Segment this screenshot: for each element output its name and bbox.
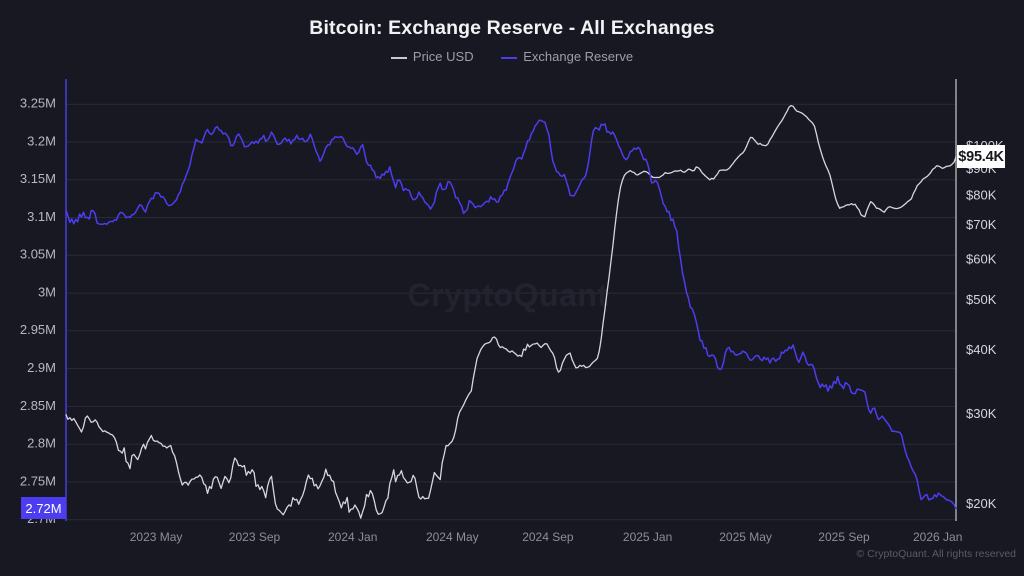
svg-text:$80K: $80K xyxy=(966,188,997,203)
svg-text:2026 Jan: 2026 Jan xyxy=(913,530,962,544)
svg-text:3.05M: 3.05M xyxy=(20,247,56,262)
svg-text:2024 Sep: 2024 Sep xyxy=(522,530,574,544)
svg-text:2.95M: 2.95M xyxy=(20,322,56,337)
svg-text:2.9M: 2.9M xyxy=(27,360,56,375)
svg-text:3.2M: 3.2M xyxy=(27,133,56,148)
svg-text:2024 Jan: 2024 Jan xyxy=(328,530,377,544)
svg-text:$70K: $70K xyxy=(966,217,997,232)
svg-text:2024 May: 2024 May xyxy=(426,530,479,544)
svg-text:$60K: $60K xyxy=(966,252,997,267)
svg-text:$30K: $30K xyxy=(966,406,997,421)
svg-text:$50K: $50K xyxy=(966,292,997,307)
svg-text:CryptoQuant: CryptoQuant xyxy=(407,277,608,313)
svg-text:3.15M: 3.15M xyxy=(20,171,56,186)
svg-text:2025 Jan: 2025 Jan xyxy=(623,530,672,544)
svg-text:2023 May: 2023 May xyxy=(130,530,183,544)
svg-text:3.1M: 3.1M xyxy=(27,209,56,224)
svg-text:2025 May: 2025 May xyxy=(719,530,772,544)
svg-text:$40K: $40K xyxy=(966,342,997,357)
svg-text:2.8M: 2.8M xyxy=(27,436,56,451)
svg-text:2.75M: 2.75M xyxy=(20,473,56,488)
svg-text:2023 Sep: 2023 Sep xyxy=(229,530,281,544)
svg-text:2.85M: 2.85M xyxy=(20,398,56,413)
svg-text:2025 Sep: 2025 Sep xyxy=(818,530,870,544)
svg-text:$20K: $20K xyxy=(966,496,997,511)
svg-text:3M: 3M xyxy=(38,285,56,300)
svg-text:3.25M: 3.25M xyxy=(20,96,56,111)
